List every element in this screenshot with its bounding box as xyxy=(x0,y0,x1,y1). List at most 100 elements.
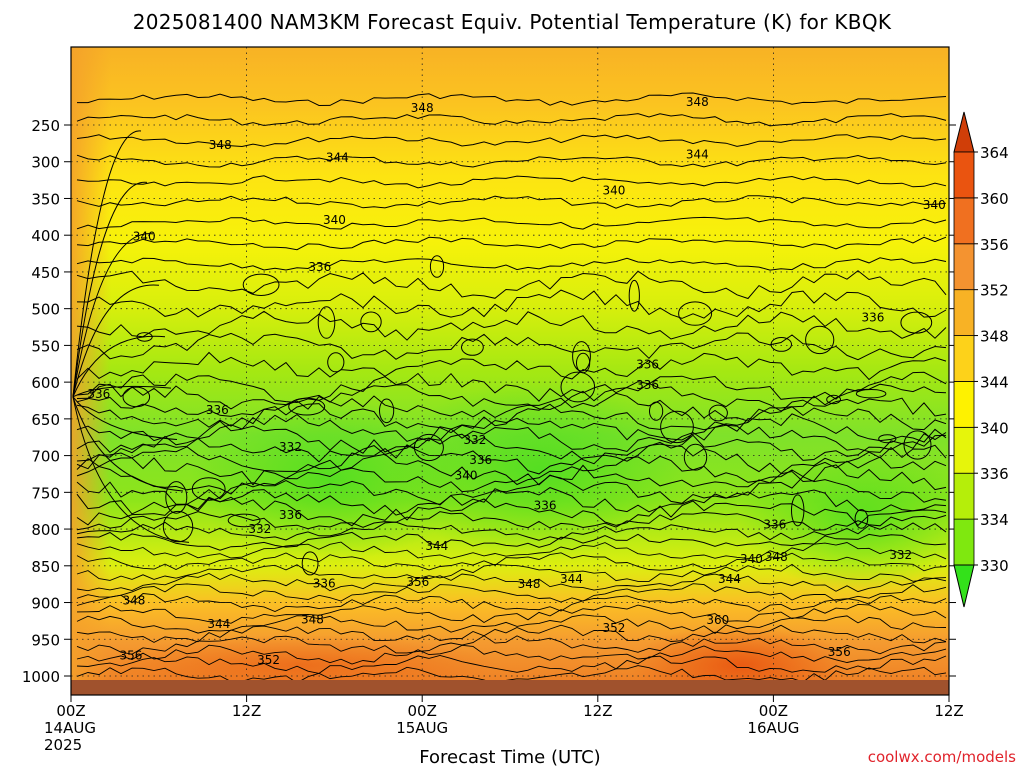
grid-lines xyxy=(71,47,949,695)
contour-cell xyxy=(288,397,326,416)
colorbar-swatch xyxy=(953,335,975,382)
contour-cell xyxy=(708,404,728,422)
contour-label: 344 xyxy=(326,150,349,164)
contour-label: 348 xyxy=(518,577,541,591)
x-tick-label: 00Z xyxy=(56,702,85,720)
chart-title: 2025081400 NAM3KM Forecast Equiv. Potent… xyxy=(133,10,892,34)
svg-text:348: 348 xyxy=(122,593,145,607)
contour-cell xyxy=(317,306,336,339)
svg-text:336: 336 xyxy=(763,518,786,532)
colorbar-label: 336 xyxy=(980,465,1009,483)
contour-cell xyxy=(122,386,151,408)
contour-line xyxy=(76,474,947,506)
contour-cell xyxy=(826,394,841,405)
plot-field xyxy=(71,47,949,695)
contour-line xyxy=(76,289,947,319)
contour-line xyxy=(76,552,947,572)
contour-cell xyxy=(770,337,792,352)
svg-text:344: 344 xyxy=(207,617,230,631)
contour-label: 332 xyxy=(463,433,486,447)
svg-text:352: 352 xyxy=(257,653,280,667)
contour-label: 348 xyxy=(686,95,709,109)
y-tick-label: 800 xyxy=(31,521,60,539)
contour-label: 356 xyxy=(828,645,851,659)
contour-line xyxy=(72,233,154,397)
contour-label: 340 xyxy=(323,213,346,227)
contour-label: 356 xyxy=(120,648,143,662)
y-tick-label: 1000 xyxy=(22,668,60,686)
y-tick-label: 950 xyxy=(31,631,60,649)
y-tick-label: 500 xyxy=(31,301,60,319)
contour-line xyxy=(72,130,142,397)
contour-line xyxy=(76,644,947,665)
contour-label: 344 xyxy=(207,617,230,631)
x-tick-label: 16AUG xyxy=(747,719,799,737)
contour-cell xyxy=(379,398,395,424)
svg-text:356: 356 xyxy=(120,648,143,662)
contour-line xyxy=(76,236,947,251)
x-tick-label: 12Z xyxy=(583,702,612,720)
contour-line xyxy=(76,624,947,644)
contour-cell xyxy=(649,401,664,421)
contour-line xyxy=(76,413,947,443)
y-tick-label: 900 xyxy=(31,595,60,613)
contour-line xyxy=(72,396,184,492)
contour-label: 348 xyxy=(411,101,434,115)
svg-text:344: 344 xyxy=(686,147,709,161)
contour-line xyxy=(76,496,947,527)
contour-label: 336 xyxy=(534,499,557,513)
contour-cell xyxy=(683,443,708,471)
contour-line xyxy=(76,310,947,341)
svg-text:340: 340 xyxy=(923,198,946,212)
contour-label: 336 xyxy=(636,378,659,392)
contour-line xyxy=(76,216,947,230)
contour-label: 352 xyxy=(257,653,280,667)
contour-cell xyxy=(461,338,484,356)
contour-label: 336 xyxy=(763,518,786,532)
svg-text:340: 340 xyxy=(740,552,763,566)
contour-label: 336 xyxy=(87,387,110,401)
plot-frame xyxy=(70,46,950,696)
y-tick-label: 350 xyxy=(31,190,60,208)
contour-line xyxy=(76,521,947,541)
svg-text:348: 348 xyxy=(518,577,541,591)
contour-cell xyxy=(628,279,640,312)
svg-text:356: 356 xyxy=(406,575,429,589)
colorbar-arrow-bottom xyxy=(953,564,975,608)
contour-label: 340 xyxy=(740,552,763,566)
svg-text:348: 348 xyxy=(765,550,788,564)
contour-label: 352 xyxy=(602,621,625,635)
svg-text:336: 336 xyxy=(469,453,492,467)
contour-line xyxy=(76,603,947,624)
contour-cell xyxy=(855,389,887,399)
contour-label: 344 xyxy=(425,539,448,553)
y-tick-label: 700 xyxy=(31,448,60,466)
contour-label: 336 xyxy=(636,358,659,372)
contour-label: 356 xyxy=(406,575,429,589)
svg-text:336: 336 xyxy=(636,378,659,392)
colorbar-label: 330 xyxy=(980,557,1009,575)
field-feature xyxy=(390,380,690,560)
y-tick-label: 550 xyxy=(31,337,60,355)
contour-label: 340 xyxy=(602,183,625,197)
contour-line xyxy=(76,351,947,381)
contour-cell xyxy=(903,430,932,460)
contour-cell xyxy=(878,434,897,444)
svg-text:340: 340 xyxy=(455,468,478,482)
contour-label: 336 xyxy=(861,310,884,324)
svg-text:348: 348 xyxy=(301,612,324,626)
y-axis: 250 300 350 400 450 500 550 600 650 700 750 800 850 9… xyxy=(22,117,956,686)
colorbar-label: 352 xyxy=(980,282,1009,300)
contour-label: 344 xyxy=(560,572,583,586)
contour-line xyxy=(76,433,947,465)
svg-text:344: 344 xyxy=(425,539,448,553)
contour-line xyxy=(76,573,947,593)
colorbar-label: 364 xyxy=(980,144,1009,162)
svg-text:348: 348 xyxy=(686,95,709,109)
colorbar-label: 344 xyxy=(980,373,1009,391)
contour-line xyxy=(72,284,160,397)
contour-line xyxy=(76,257,947,271)
svg-text:340: 340 xyxy=(133,230,156,244)
